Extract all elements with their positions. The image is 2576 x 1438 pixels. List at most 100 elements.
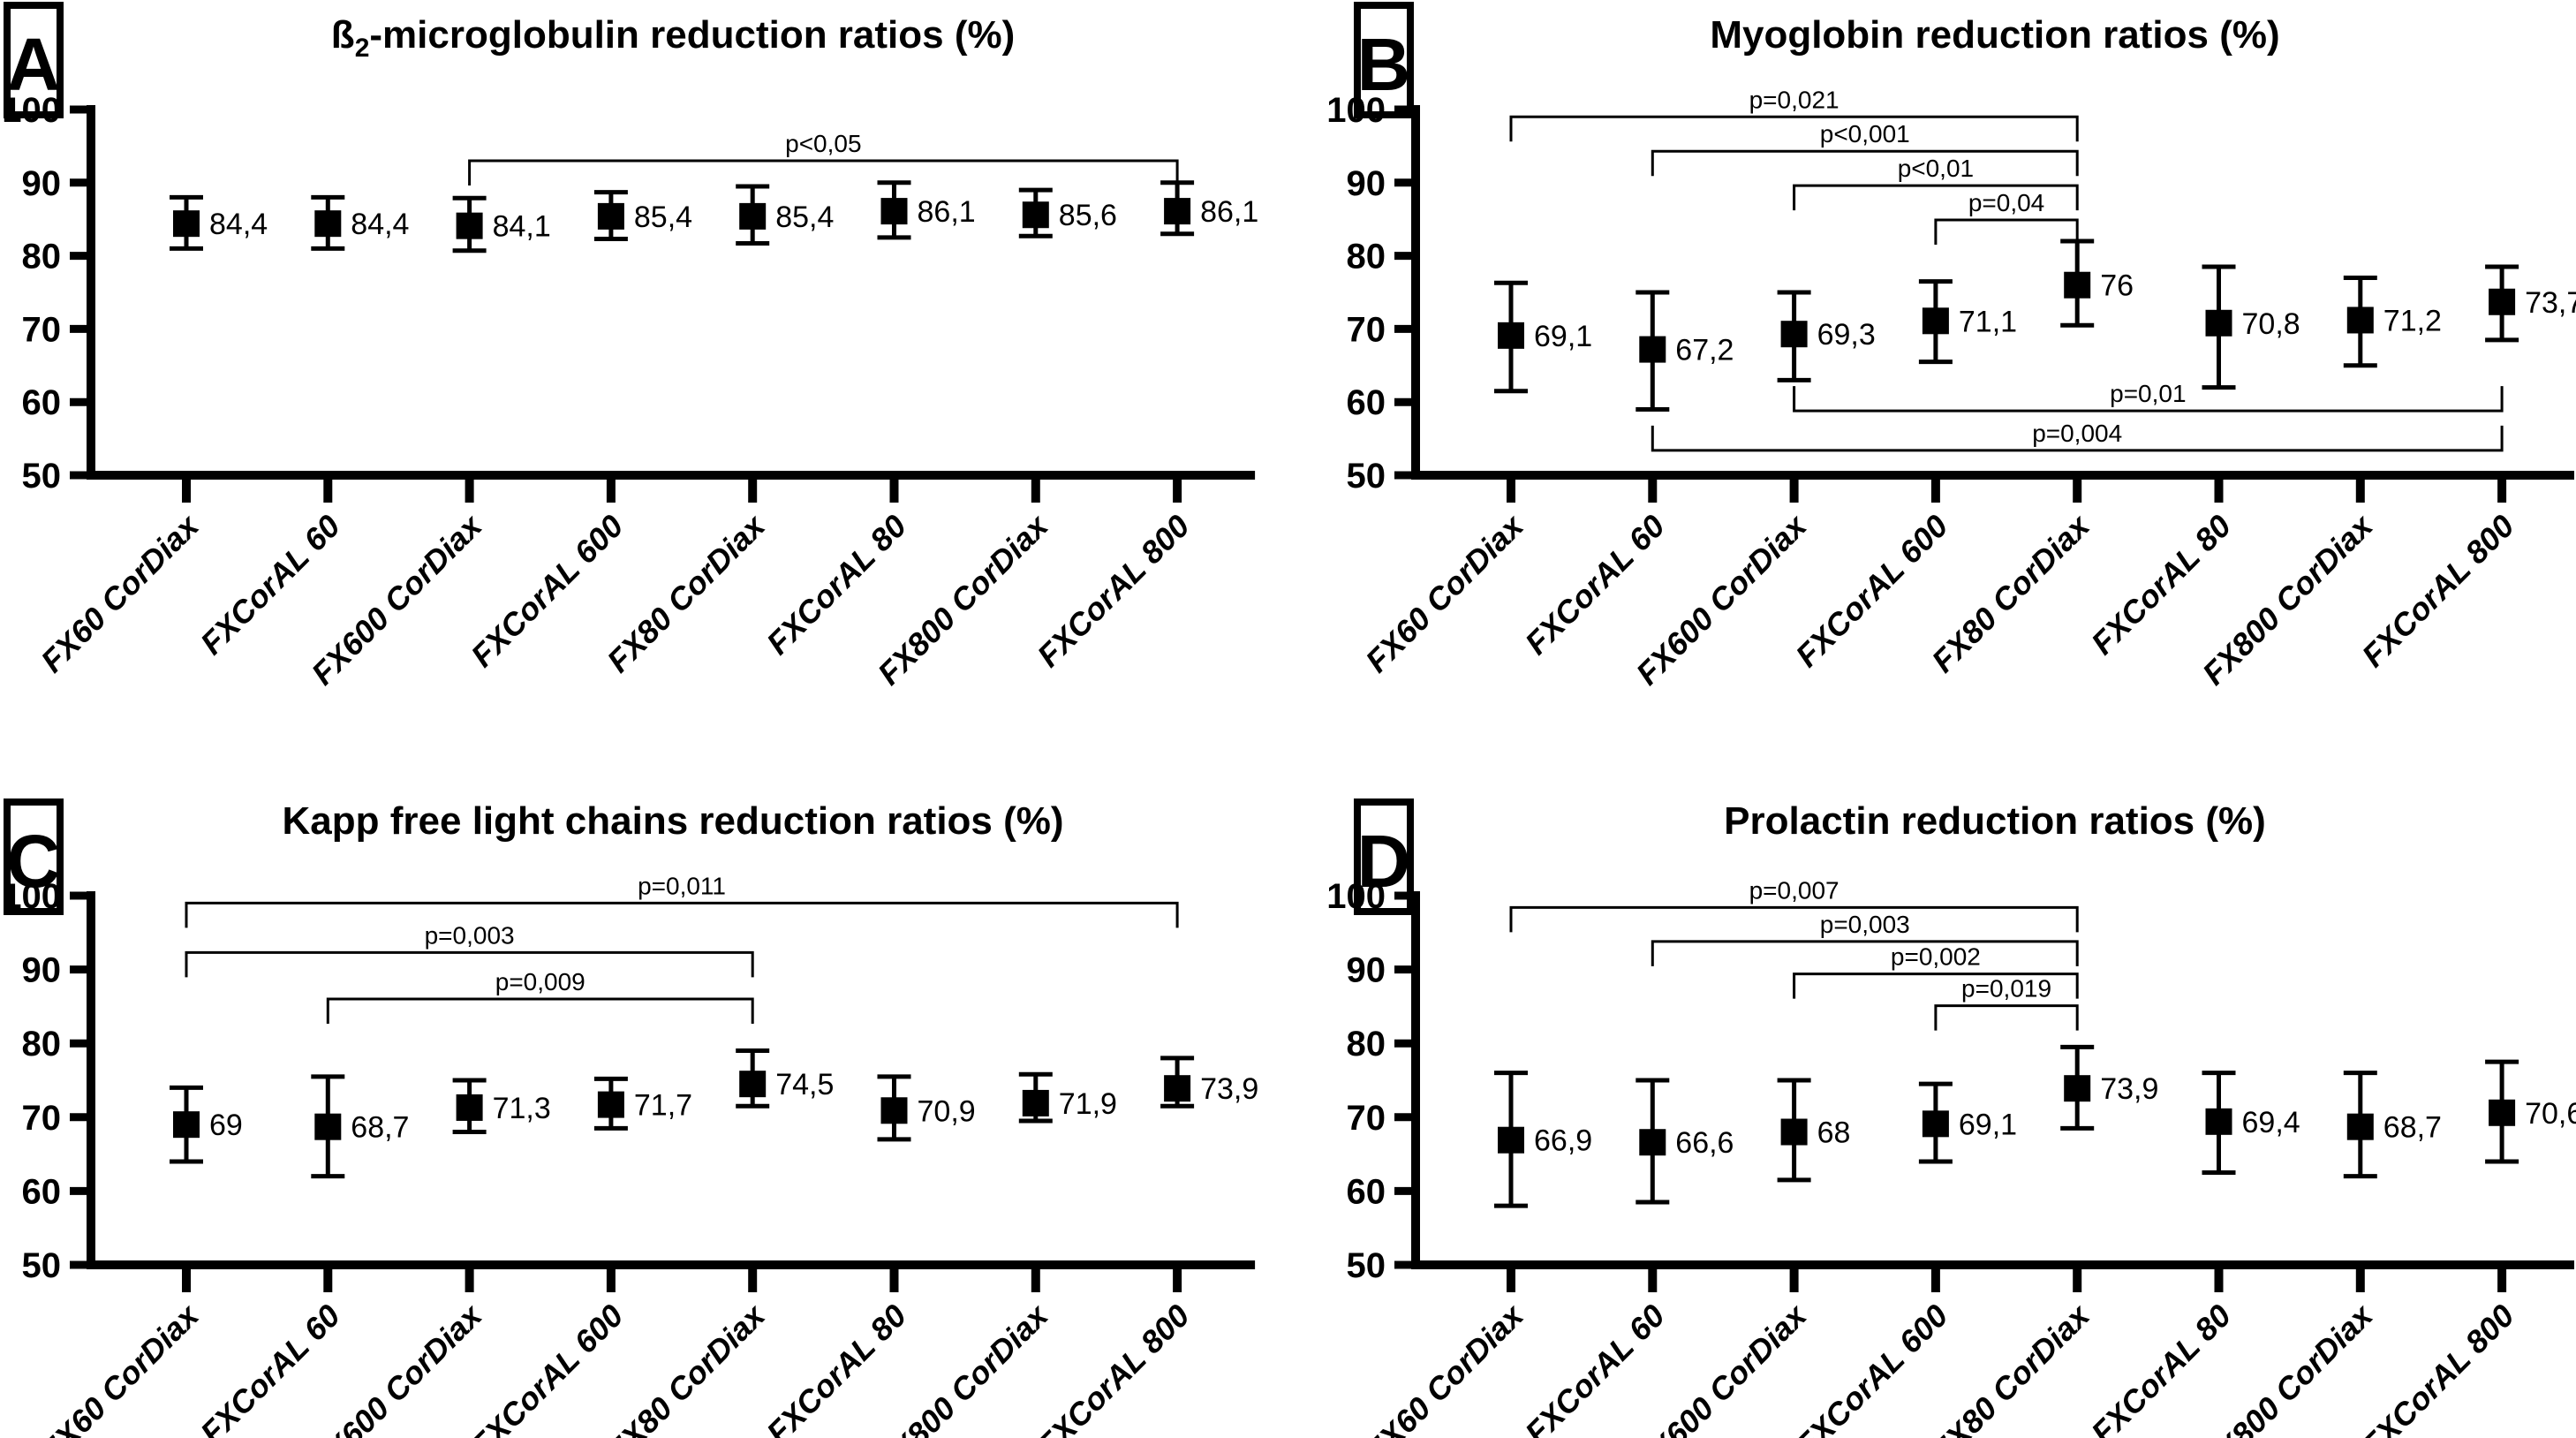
significance-bracket xyxy=(1651,425,2504,452)
x-tick-label: FXCorAL 600 xyxy=(464,1298,630,1438)
chart-title: Myoglobin reduction ratios (%) xyxy=(1710,13,2279,57)
x-tick-label: FXCorAL 60 xyxy=(193,1298,347,1438)
x-tick-label: FXCorAL 800 xyxy=(1030,1298,1196,1438)
data-point xyxy=(173,210,200,238)
significance-bracket xyxy=(1793,973,2079,999)
value-label: 68,7 xyxy=(351,1111,409,1145)
y-tick-label: 60 xyxy=(1347,383,1386,422)
significance-bracket xyxy=(1793,386,2504,412)
y-tick-label: 60 xyxy=(22,1172,62,1211)
value-label: 68,7 xyxy=(2383,1111,2442,1145)
y-tick-label: 60 xyxy=(22,383,62,422)
value-label: 84,4 xyxy=(351,208,409,241)
panel-letter: D xyxy=(1357,820,1411,903)
value-label: 73,7 xyxy=(2525,286,2576,320)
x-tick-label: FX60 CorDiax xyxy=(34,506,207,679)
value-label: 71,7 xyxy=(634,1089,692,1123)
chart-title: Prolactin reduction ratios (%) xyxy=(1724,799,2266,843)
value-label: 73,9 xyxy=(2100,1072,2158,1106)
y-tick-label: 80 xyxy=(22,238,62,276)
value-label: 70,6 xyxy=(2525,1097,2576,1131)
significance-bracket xyxy=(1793,184,2079,211)
x-tick-label: FXCorAL 60 xyxy=(1518,508,1672,662)
chart-title: ß2-microglobulin reduction ratios (%) xyxy=(331,13,1015,63)
significance-bracket xyxy=(1509,115,2079,142)
value-label: 86,1 xyxy=(1200,195,1258,229)
x-tick-label: FXCorAL 600 xyxy=(1788,1298,1954,1438)
y-tick-label: 50 xyxy=(22,1246,62,1285)
significance-label: p<0,001 xyxy=(1820,120,1910,148)
value-label: 70,9 xyxy=(918,1094,976,1128)
data-point xyxy=(314,1113,342,1140)
significance-label: p=0,007 xyxy=(1749,876,1839,904)
x-tick-label: FXCorAL 80 xyxy=(2084,1298,2238,1438)
y-tick-label: 100 xyxy=(2,91,61,130)
data-point xyxy=(456,212,483,239)
chart-title: Kapp free light chains reduction ratios … xyxy=(283,799,1064,843)
data-point xyxy=(739,202,767,230)
panel-letter: C xyxy=(7,820,61,903)
data-point xyxy=(1022,201,1049,229)
value-label: 74,5 xyxy=(775,1068,834,1101)
significance-bracket xyxy=(185,950,754,978)
value-label: 71,3 xyxy=(493,1092,551,1125)
data-point xyxy=(2064,1075,2091,1102)
value-label: 66,9 xyxy=(1534,1124,1592,1158)
data-point xyxy=(2489,1099,2516,1126)
data-point xyxy=(1022,1089,1049,1116)
significance-label: p=0,004 xyxy=(2032,420,2122,447)
significance-label: p=0,003 xyxy=(425,921,515,949)
data-point xyxy=(173,1111,200,1139)
x-tick-label: FXCorAL 800 xyxy=(2354,1298,2520,1438)
panel-letter-box xyxy=(4,2,64,118)
value-label: 70,8 xyxy=(2242,307,2300,341)
significance-label: p=0,009 xyxy=(495,968,585,995)
data-point xyxy=(2205,1108,2232,1135)
x-tick-label: FXCorAL 60 xyxy=(1518,1298,1672,1438)
data-point xyxy=(2205,309,2232,337)
data-point xyxy=(1780,1118,1808,1146)
panel-d: D Prolactin reduction ratios (%) 50 60 70 80 9… xyxy=(1288,719,2576,1438)
x-tick-label: FX80 CorDiax xyxy=(1924,1296,2097,1438)
value-label: 85,4 xyxy=(634,201,692,234)
significance-label: p=0,04 xyxy=(1968,189,2044,216)
x-tick-label: FXCorAL 60 xyxy=(193,508,347,662)
data-point xyxy=(2346,307,2374,334)
significance-bracket xyxy=(1509,905,2079,933)
value-label: 73,9 xyxy=(1200,1072,1258,1106)
value-label: 85,4 xyxy=(775,201,834,234)
data-point xyxy=(597,202,624,230)
y-tick-label: 80 xyxy=(1347,1025,1386,1063)
value-label: 71,2 xyxy=(2383,304,2442,337)
significance-label: p=0,019 xyxy=(1961,975,2051,1003)
significance-bracket xyxy=(1934,218,2079,246)
data-point xyxy=(1922,1110,1949,1138)
y-tick-label: 90 xyxy=(1347,164,1386,203)
data-point xyxy=(1780,321,1808,348)
y-tick-label: 100 xyxy=(1326,877,1386,916)
data-point xyxy=(2064,271,2091,299)
value-label: 66,6 xyxy=(1675,1126,1734,1160)
significance-bracket xyxy=(1651,940,2079,966)
value-label: 69,1 xyxy=(1959,1108,2017,1141)
panel-b: B Myoglobin reduction ratios (%) 50 60 70 80 9… xyxy=(1288,0,2576,719)
panel-letter: A xyxy=(7,23,61,106)
y-tick-label: 90 xyxy=(1347,951,1386,990)
panel-letter: B xyxy=(1357,23,1411,106)
y-tick-label: 80 xyxy=(22,1025,62,1063)
y-tick-label: 50 xyxy=(22,457,62,496)
y-tick-label: 90 xyxy=(22,951,62,990)
data-point xyxy=(2489,288,2516,315)
x-tick-label: FXCorAL 80 xyxy=(759,1298,913,1438)
data-point xyxy=(1639,336,1666,363)
y-tick-label: 70 xyxy=(1347,1099,1386,1138)
value-label: 69,3 xyxy=(1817,318,1876,352)
value-label: 68 xyxy=(1817,1116,1851,1150)
value-label: 67,2 xyxy=(1675,334,1734,367)
significance-bracket xyxy=(468,159,1179,185)
significance-bracket xyxy=(185,901,1179,928)
value-label: 84,1 xyxy=(493,210,551,244)
